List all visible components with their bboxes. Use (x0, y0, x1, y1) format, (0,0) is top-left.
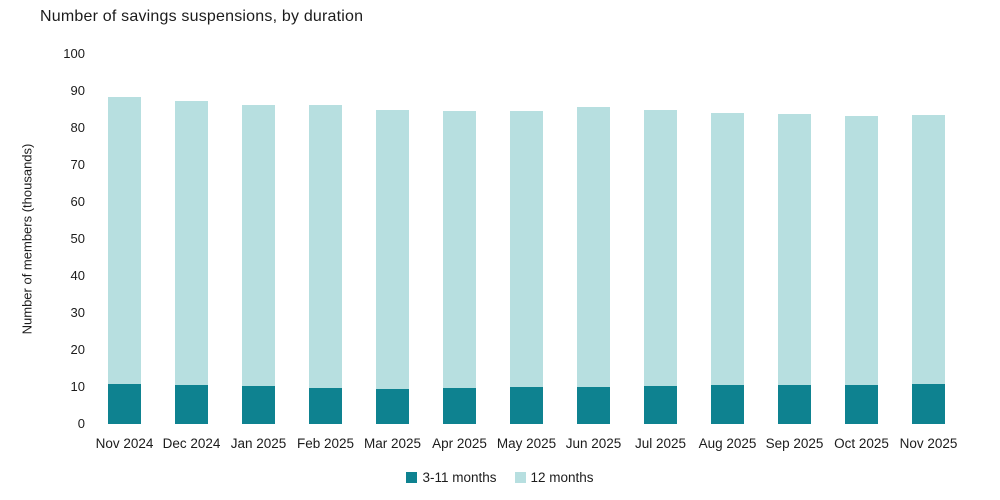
bar-segment-mar-2025-12-months (376, 109, 409, 389)
y-tick-label-60: 60 (70, 194, 85, 209)
legend-item-3-11-months: 3-11 months (406, 470, 497, 485)
bar-segment-may-2025-12-months (510, 111, 543, 388)
legend: 3-11 months 12 months (0, 470, 1000, 485)
y-tick-label-30: 30 (70, 305, 85, 320)
legend-label-12-months: 12 months (530, 470, 594, 485)
legend-swatch-12-months (514, 472, 526, 483)
bar-segment-nov-2025-12-months (912, 115, 945, 385)
x-tick-label-may-2025: May 2025 (496, 436, 557, 451)
x-tick-label-mar-2025: Mar 2025 (363, 436, 422, 451)
x-tick-label-jul-2025: Jul 2025 (634, 436, 687, 451)
y-tick-label-40: 40 (70, 268, 85, 283)
bar-segment-nov-2024-3-11-months (108, 384, 141, 424)
x-tick-label-dec-2024: Dec 2024 (162, 436, 221, 451)
bar-segment-mar-2025-3-11-months (376, 388, 409, 424)
y-tick-label-90: 90 (70, 83, 85, 98)
bar-segment-dec-2024-12-months (175, 101, 208, 386)
y-tick-label-0: 0 (77, 416, 85, 431)
bar-segment-aug-2025-12-months (711, 112, 744, 386)
bar-segment-jan-2025-3-11-months (242, 386, 275, 424)
y-tick-label-100: 100 (63, 46, 85, 61)
bar-segment-sep-2025-12-months (778, 113, 811, 386)
bar-segment-jan-2025-12-months (242, 104, 275, 387)
bar-segment-may-2025-3-11-months (510, 387, 543, 424)
bar-segment-feb-2025-3-11-months (309, 388, 342, 424)
x-tick-label-sep-2025: Sep 2025 (765, 436, 824, 451)
y-tick-label-80: 80 (70, 120, 85, 135)
x-tick-label-jan-2025: Jan 2025 (230, 436, 287, 451)
bar-segment-sep-2025-3-11-months (778, 385, 811, 424)
x-tick-label-aug-2025: Aug 2025 (698, 436, 757, 451)
bar-segment-aug-2025-3-11-months (711, 385, 744, 424)
y-tick-label-10: 10 (70, 379, 85, 394)
bar-segment-apr-2025-3-11-months (443, 388, 476, 424)
bar-segment-oct-2025-12-months (845, 116, 878, 385)
bar-segment-dec-2024-3-11-months (175, 385, 208, 424)
legend-item-12-months: 12 months (514, 470, 594, 485)
x-tick-label-oct-2025: Oct 2025 (834, 436, 889, 451)
bar-segment-feb-2025-12-months (309, 105, 342, 389)
bar-segment-jun-2025-3-11-months (577, 387, 610, 424)
x-tick-label-feb-2025: Feb 2025 (296, 436, 355, 451)
chart-title: Number of savings suspensions, by durati… (40, 8, 364, 25)
bar-segment-jul-2025-12-months (644, 109, 677, 386)
bar-segment-nov-2025-3-11-months (912, 384, 945, 424)
x-tick-label-nov-2025: Nov 2025 (899, 436, 958, 451)
legend-swatch-3-11-months (406, 472, 418, 483)
x-tick-label-apr-2025: Apr 2025 (432, 436, 487, 451)
y-tick-label-70: 70 (70, 157, 85, 172)
bar-segment-jul-2025-3-11-months (644, 385, 677, 424)
x-tick-label-nov-2024: Nov 2024 (95, 436, 154, 451)
bar-segment-apr-2025-12-months (443, 110, 476, 389)
legend-label-3-11-months: 3-11 months (422, 470, 497, 485)
bar-segment-nov-2024-12-months (108, 97, 141, 385)
bar-segment-jun-2025-12-months (577, 107, 610, 387)
y-tick-label-20: 20 (70, 342, 85, 357)
x-tick-label-jun-2025: Jun 2025 (565, 436, 622, 451)
y-tick-label-50: 50 (70, 231, 85, 246)
bar-segment-oct-2025-3-11-months (845, 384, 878, 424)
